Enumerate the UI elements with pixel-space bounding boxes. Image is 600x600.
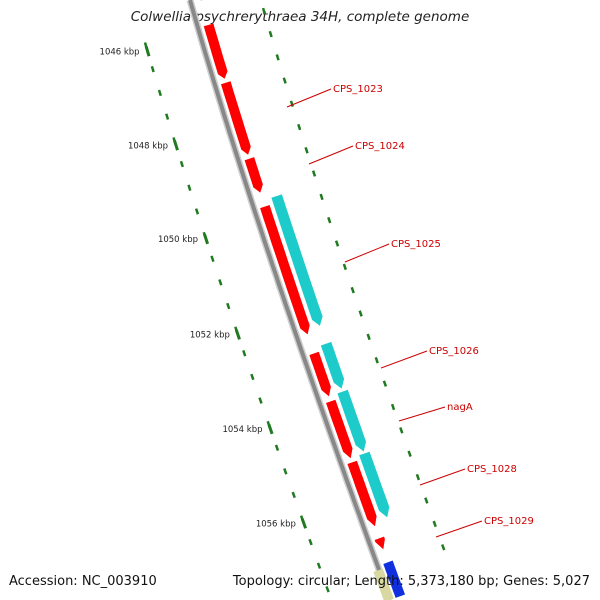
cds-feature-4 (359, 451, 390, 518)
outer-ruler-tick (297, 123, 302, 131)
gene-label[interactable]: CPS_1024 (355, 141, 405, 152)
outer-ruler-tick (304, 147, 309, 154)
gene-label-leader (398, 406, 446, 422)
gene-label[interactable]: CPS_1029 (484, 516, 534, 527)
inner-ruler-tick (283, 468, 288, 475)
outer-ruler-tick (382, 380, 388, 387)
gene-label-leader (435, 520, 483, 538)
major-ruler-tick (173, 140, 179, 151)
outer-ruler-tick (350, 286, 355, 294)
outer-ruler-tick (366, 333, 371, 341)
inner-ruler-tick (274, 444, 280, 452)
cds-feature-1 (271, 194, 323, 326)
gene-features (186, 0, 405, 600)
gene-feature-cps-1024 (244, 157, 263, 193)
outer-ruler-tick (374, 357, 379, 364)
major-ruler-tick (267, 423, 274, 435)
outer-ruler-tick (327, 216, 332, 224)
major-ruler-tick (144, 46, 151, 57)
inner-ruler-tick (210, 255, 215, 262)
ruler-label: 1056 kbp (256, 520, 296, 530)
inner-ruler-tick (179, 160, 184, 168)
inner-ruler-tick (308, 538, 313, 546)
ruler-label: 1054 kbp (222, 425, 262, 435)
gene-label[interactable]: CPS_1023 (333, 84, 383, 95)
inner-ruler-tick (242, 350, 247, 357)
outer-ruler-tick (432, 520, 437, 528)
gene-label-leader (380, 350, 428, 369)
ruler-label: 1052 kbp (190, 331, 230, 341)
outer-ruler-tick (334, 240, 340, 247)
outer-ruler-tick (390, 403, 396, 411)
gene-feature-cps-1025 (260, 205, 310, 335)
gene-feature-cps-1028 (347, 460, 377, 527)
ruler-label: 1048 kbp (128, 141, 168, 151)
inner-ruler-tick (165, 113, 170, 120)
outer-ruler-tick (275, 54, 280, 61)
gene-feature-cps-1023 (221, 81, 251, 155)
ruler-label: 1050 kbp (158, 235, 198, 245)
bottom-feature-1 (373, 568, 394, 600)
gene-feature-a (203, 23, 228, 79)
inner-ruler-tick (325, 585, 330, 593)
bottom-feature-2 (383, 560, 405, 598)
gene-feature-cps-1029 (374, 536, 385, 550)
outer-ruler-tick (441, 544, 446, 551)
outer-ruler-tick (399, 427, 404, 434)
outer-ruler-tick (289, 100, 294, 107)
gene-label-leader (344, 243, 390, 263)
accession-text: Accession: NC_003910 (9, 574, 157, 589)
outer-ruler-tick (311, 170, 317, 177)
gene-label[interactable]: CPS_1028 (467, 464, 517, 475)
inner-ruler-tick (150, 65, 155, 73)
outer-ruler-tick (407, 450, 412, 458)
major-ruler-tick (234, 329, 241, 340)
ruler-label: 1046 kbp (100, 47, 140, 57)
inner-ruler-tick (194, 208, 200, 215)
inner-ruler-tick (157, 89, 162, 97)
cds-feature-2 (320, 341, 345, 389)
gene-feature-cps-1026 (309, 351, 331, 397)
outer-ruler-tick (319, 193, 324, 201)
gene-label[interactable]: nagA (447, 402, 473, 413)
gene-label-leader (286, 88, 332, 108)
outer-ruler-tick (358, 310, 363, 317)
map-title: Colwellia psychrerythraea 34H, complete … (130, 9, 470, 25)
gene-label[interactable]: CPS_1025 (391, 239, 441, 250)
gene-feature-pre (200, 0, 203, 1)
cds-feature-3 (337, 389, 366, 452)
inner-ruler-tick (250, 373, 255, 381)
outer-ruler-tick (261, 7, 266, 15)
inner-ruler-tick (316, 562, 322, 569)
gene-labels: CPS_1023 CPS_1024 CPS_1025 CPS_1026 nagA CPS_… (286, 84, 534, 538)
major-ruler-tick (300, 518, 308, 529)
genome-summary-text: Topology: circular; Length: 5,373,180 bp… (232, 574, 590, 589)
gene-feature-naga (326, 399, 353, 459)
outer-ruler-tick (282, 77, 287, 84)
outer-ruler-tick (342, 263, 347, 271)
backbone (188, 0, 392, 600)
outer-ruler-tick (268, 30, 273, 38)
gene-label-leader (308, 145, 354, 165)
ruler-ticks: 1046 kbp 1048 kbp 1050 kbp 1052 kbp 1054 kbp… (100, 7, 446, 593)
gene-label-leader (419, 468, 466, 486)
gene-label[interactable]: CPS_1026 (429, 346, 479, 357)
inner-ruler-tick (187, 184, 192, 191)
outer-ruler-tick (415, 473, 421, 481)
inner-ruler-tick (226, 302, 231, 310)
inner-ruler-tick (291, 491, 296, 499)
major-ruler-tick (203, 233, 210, 245)
inner-ruler-tick (218, 279, 223, 286)
inner-ruler-tick (258, 397, 263, 404)
outer-ruler-tick (424, 497, 429, 504)
